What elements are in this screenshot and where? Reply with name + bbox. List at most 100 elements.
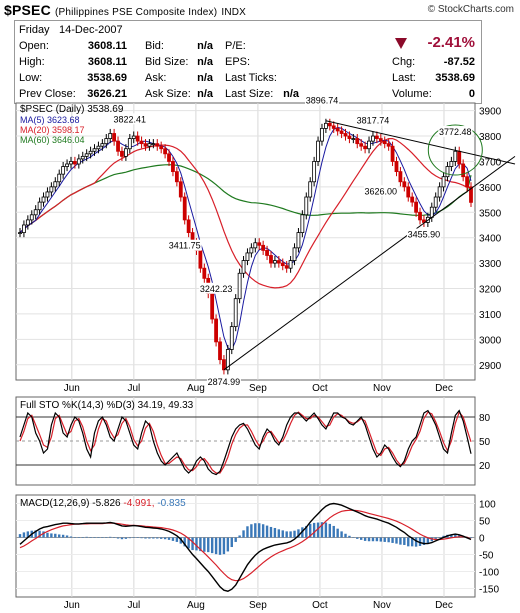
open-label: Open: [19, 40, 49, 52]
price-annotation: 3242.23 [200, 284, 233, 294]
price-y-tick: 3700 [479, 157, 502, 168]
macd-hist-bar [454, 534, 457, 538]
macd-hist-bar [422, 537, 426, 545]
macd-hist-bar [85, 536, 88, 538]
macd-y-tick: 50 [479, 517, 491, 528]
price-bar [182, 196, 187, 221]
macd-hist-bar [352, 537, 355, 538]
macd-hist-bar [230, 537, 233, 548]
price-bar [76, 158, 81, 165]
last-label: Last: [392, 72, 416, 84]
macd-hist-bar [407, 537, 410, 547]
price-annotation: 3896.74 [306, 95, 339, 105]
macd-hist-bar [242, 530, 245, 538]
macd-hist-bar [65, 535, 69, 538]
price-bar [449, 161, 454, 167]
support-trendline [223, 155, 516, 371]
price-annotation: 3411.75 [169, 241, 201, 251]
prevclose-label: Prev Close: [19, 88, 76, 100]
macd-hist-bar [379, 537, 382, 542]
macd-hist-bar [112, 537, 116, 538]
macd-hist-bar [305, 525, 308, 538]
price-bar [127, 138, 132, 150]
price-bar [96, 145, 101, 150]
price-annotation: 3817.74 [357, 116, 390, 126]
price-bar [29, 214, 34, 221]
price-bar [457, 150, 462, 165]
macd-hist-bar [218, 537, 222, 555]
macd-x-tick: Jun [64, 600, 80, 611]
macd-hist-bar [69, 536, 73, 538]
macd-hist-bar [214, 537, 218, 555]
macd-hist-bar [187, 537, 190, 549]
price-bar [371, 135, 375, 142]
macd-hist-bar [101, 537, 104, 538]
annotation-bg [304, 94, 339, 106]
price-bar [167, 153, 171, 162]
macd-x-tick: Jul [127, 600, 140, 611]
price-bar [335, 128, 340, 132]
price-bar [390, 145, 395, 162]
macd-hist-bar [348, 535, 351, 538]
price-bar [233, 298, 238, 328]
macd-hist-bar [167, 537, 171, 540]
price-bar [53, 181, 58, 188]
ask-label: Ask: [145, 72, 167, 84]
price-bar [131, 135, 136, 139]
price-panel [15, 102, 476, 381]
price-bar [61, 166, 66, 175]
macd-y-tick: -50 [479, 551, 494, 562]
macd-hist-bar [136, 537, 139, 538]
macd-hist-bar [46, 532, 49, 538]
price-bar [414, 201, 418, 213]
price-bar [178, 181, 183, 198]
price-x-tick: Jun [64, 383, 80, 394]
price-bar [339, 130, 344, 134]
annotation-bg [199, 282, 234, 294]
price-bar [163, 148, 168, 155]
lastsize-label: Last Size: [225, 88, 274, 100]
macd-hist-bar [332, 525, 335, 538]
price-bar [410, 196, 415, 203]
price-bar [374, 135, 379, 139]
legend-ma20: MA(20) 3598.17 [20, 125, 85, 135]
price-bar [84, 153, 89, 157]
price-bar [18, 232, 22, 235]
macd-line [19, 502, 472, 592]
price-annotation: 3626.00 [365, 186, 398, 196]
price-y-tick: 3400 [479, 234, 502, 245]
annotation-bg [438, 126, 473, 138]
price-bar [151, 143, 156, 146]
price-bar [359, 143, 364, 147]
macd-hist-bar [289, 531, 292, 538]
macd-hist-bar [258, 523, 261, 538]
price-bar [37, 201, 42, 211]
price-y-tick: 2900 [479, 361, 502, 372]
macd-x-tick: Nov [373, 600, 391, 611]
macd-hist-bar [273, 527, 277, 538]
price-bar [241, 260, 246, 274]
price-bar [300, 214, 305, 234]
macd-hist-bar [426, 537, 430, 544]
price-bar [469, 186, 473, 203]
macd-hist-bar [340, 531, 343, 538]
prevclose-value: 3626.21 [87, 88, 127, 100]
price-bar [433, 196, 438, 208]
exchange: INDX [221, 7, 247, 18]
macd-hist-bar [285, 531, 288, 538]
macd-hist-bar [179, 537, 182, 544]
price-bar [57, 173, 62, 183]
price-bar [171, 161, 175, 173]
lastticks-label: Last Ticks: [225, 72, 277, 84]
high-value: 3608.11 [87, 56, 127, 68]
price-y-tick: 3800 [479, 132, 502, 143]
credit[interactable]: © StockCharts.com [427, 4, 514, 15]
price-bar [159, 145, 164, 150]
price-bar [73, 161, 77, 165]
macd-hist-bar [336, 528, 339, 538]
bid-label: Bid: [145, 40, 164, 52]
price-bar [327, 122, 332, 127]
price-bar [49, 186, 54, 193]
price-bar [41, 196, 46, 203]
price-bar [237, 272, 242, 300]
